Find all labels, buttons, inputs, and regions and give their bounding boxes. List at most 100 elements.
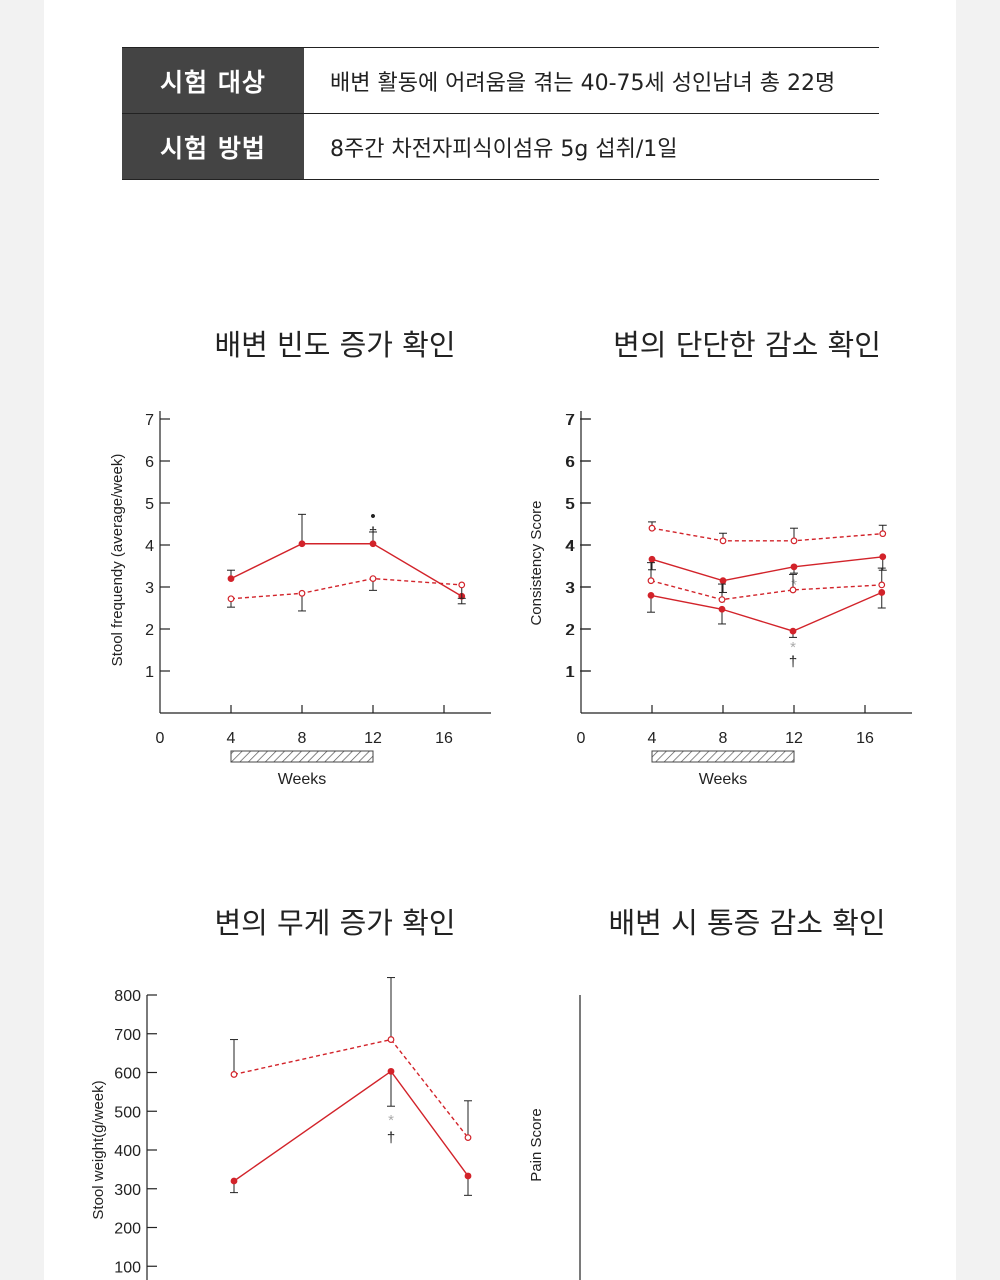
data-point-control bbox=[458, 581, 466, 589]
data-point-treatment bbox=[298, 540, 306, 548]
y-tick-label: 200 bbox=[114, 1221, 141, 1238]
y-tick-label: 500 bbox=[114, 1104, 141, 1121]
data-point-control bbox=[298, 589, 306, 597]
data-point-control bbox=[387, 1036, 395, 1043]
y-tick-label: 4 bbox=[145, 538, 154, 555]
data-point-treatment bbox=[719, 577, 727, 585]
data-point-treatment bbox=[790, 563, 798, 571]
significance-marker: • bbox=[370, 508, 375, 525]
info-row-method: 시험 방법 8주간 차전자피식이섬유 5g 섭취/1일 bbox=[122, 113, 879, 179]
data-point-control bbox=[648, 524, 656, 532]
x-tick-label: 0 bbox=[156, 730, 165, 747]
significance-marker: † bbox=[387, 1129, 395, 1146]
y-tick-label: 7 bbox=[565, 412, 574, 429]
data-point-treatment bbox=[718, 605, 726, 613]
y-tick-label: 3 bbox=[145, 580, 154, 597]
y-tick-label: 2 bbox=[566, 622, 575, 639]
data-point-treatment bbox=[230, 1177, 238, 1185]
info-label: 시험 방법 bbox=[122, 114, 304, 179]
y-tick-label: 1 bbox=[565, 664, 574, 681]
data-point-control bbox=[719, 537, 727, 545]
y-tick-label: 4 bbox=[565, 538, 574, 555]
series-line-treatment bbox=[230, 543, 463, 597]
y-axis-title: Stool weight(g/week) bbox=[90, 1080, 107, 1219]
y-tick-label: 400 bbox=[114, 1143, 141, 1160]
chart-title: 배변 빈도 증가 확인 bbox=[214, 328, 456, 362]
y-tick-label: 700 bbox=[114, 1027, 141, 1044]
data-point-control bbox=[230, 1071, 238, 1078]
y-tick-label: 3 bbox=[565, 580, 574, 597]
y-tick-label: 600 bbox=[114, 1066, 141, 1083]
data-point-treatment bbox=[648, 555, 656, 563]
y-axis-title: Consistency Score bbox=[528, 500, 545, 625]
x-tick-label: 4 bbox=[648, 730, 657, 747]
significance-marker: † bbox=[789, 654, 797, 671]
y-tick-label: 7 bbox=[145, 412, 154, 429]
x-tick-label: 4 bbox=[227, 730, 236, 747]
data-point-control bbox=[878, 581, 886, 589]
significance-marker: * bbox=[388, 1112, 394, 1129]
series-line-control bbox=[651, 527, 883, 542]
info-value: 8주간 차전자피식이섬유 5g 섭취/1일 bbox=[330, 136, 678, 162]
x-tick-label: 12 bbox=[785, 730, 803, 747]
x-tick-label: 8 bbox=[719, 730, 728, 747]
y-tick-label: 1 bbox=[145, 664, 154, 681]
info-label: 시험 대상 bbox=[122, 48, 304, 113]
significance-marker: * bbox=[790, 639, 796, 656]
x-tick-label: 16 bbox=[435, 730, 453, 747]
series-line-treatment bbox=[651, 556, 883, 582]
data-point-treatment bbox=[647, 592, 655, 599]
series-line-control bbox=[650, 580, 882, 601]
data-point-control bbox=[464, 1134, 472, 1141]
data-point-treatment bbox=[879, 553, 887, 561]
y-tick-label: 300 bbox=[114, 1182, 141, 1199]
info-value: 배변 활동에 어려움을 겪는 40-75세 성인남녀 총 22명 bbox=[330, 70, 836, 96]
y-tick-label: 2 bbox=[565, 622, 574, 639]
x-tick-label: 16 bbox=[856, 730, 874, 747]
y-tick-label: 5 bbox=[566, 496, 575, 513]
y-axis-title: Stool frequendy (average/week) bbox=[109, 454, 126, 667]
y-tick-label: 7 bbox=[566, 412, 575, 429]
treatment-period-bar bbox=[230, 750, 374, 763]
data-point-treatment bbox=[464, 1172, 472, 1180]
page-container bbox=[44, 0, 956, 1280]
data-point-control bbox=[718, 596, 726, 603]
data-point-control bbox=[647, 577, 655, 585]
y-tick-label: 5 bbox=[145, 496, 154, 513]
x-tick-label: 12 bbox=[364, 730, 382, 747]
data-point-treatment bbox=[369, 540, 377, 548]
y-tick-label: 6 bbox=[566, 454, 575, 471]
y-tick-label: 3 bbox=[566, 580, 575, 597]
chart-title: 배변 시 통증 감소 확인 bbox=[608, 906, 886, 940]
chart-title: 변의 단단한 감소 확인 bbox=[613, 328, 881, 362]
y-tick-label: 5 bbox=[565, 496, 574, 513]
x-axis-title: Weeks bbox=[278, 771, 327, 788]
significance-marker: * bbox=[720, 595, 726, 612]
data-point-treatment bbox=[227, 575, 235, 582]
y-tick-label: 2 bbox=[145, 622, 154, 639]
x-tick-label: 0 bbox=[577, 730, 586, 747]
data-point-treatment bbox=[387, 1067, 395, 1075]
y-tick-label: 6 bbox=[145, 454, 154, 471]
info-table: 시험 대상 배변 활동에 어려움을 겪는 40-75세 성인남녀 총 22명 시… bbox=[122, 47, 879, 180]
series-line-treatment bbox=[650, 591, 883, 632]
y-tick-label: 6 bbox=[565, 454, 574, 471]
info-row-subject: 시험 대상 배변 활동에 어려움을 겪는 40-75세 성인남녀 총 22명 bbox=[122, 48, 879, 113]
data-point-control bbox=[369, 575, 377, 582]
x-axis-title: Weeks bbox=[699, 771, 748, 788]
data-point-control bbox=[789, 586, 797, 594]
y-tick-label: 1 bbox=[566, 664, 575, 681]
series-line-control bbox=[230, 577, 462, 600]
data-point-control bbox=[227, 595, 235, 603]
y-tick-label: 800 bbox=[114, 988, 141, 1005]
significance-marker: † bbox=[369, 525, 377, 542]
series-line-control bbox=[233, 1038, 469, 1139]
series-line-treatment bbox=[233, 1070, 469, 1182]
chart-title: 변의 무게 증가 확인 bbox=[214, 906, 456, 940]
x-tick-label: 8 bbox=[298, 730, 307, 747]
y-axis-title: Pain Score bbox=[528, 1108, 545, 1181]
data-point-treatment bbox=[789, 627, 797, 635]
data-point-treatment bbox=[878, 589, 886, 596]
data-point-control bbox=[790, 537, 798, 545]
